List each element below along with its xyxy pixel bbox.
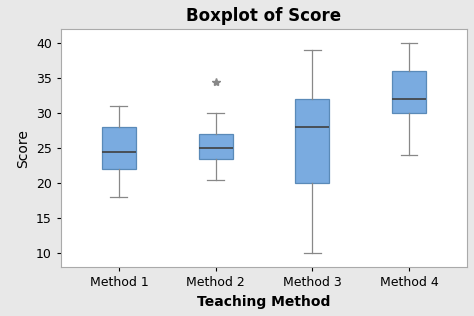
PathPatch shape bbox=[295, 99, 329, 183]
PathPatch shape bbox=[199, 134, 233, 159]
X-axis label: Teaching Method: Teaching Method bbox=[197, 295, 331, 309]
PathPatch shape bbox=[102, 127, 136, 169]
Y-axis label: Score: Score bbox=[17, 129, 30, 168]
Title: Boxplot of Score: Boxplot of Score bbox=[186, 7, 342, 25]
PathPatch shape bbox=[392, 71, 426, 113]
